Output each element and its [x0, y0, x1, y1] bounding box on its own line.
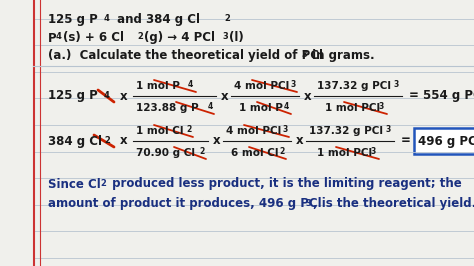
Text: Since Cl: Since Cl [48, 177, 101, 190]
Text: x: x [296, 135, 304, 148]
Text: 496 g PCl: 496 g PCl [418, 135, 474, 148]
Text: 384 g Cl: 384 g Cl [48, 135, 102, 148]
Text: (g) → 4 PCl: (g) → 4 PCl [144, 31, 215, 44]
Text: 4: 4 [104, 91, 110, 100]
Text: =: = [401, 135, 411, 148]
Text: 4: 4 [284, 102, 289, 111]
Text: x: x [120, 135, 128, 148]
Text: 3: 3 [283, 125, 288, 134]
Text: 123.88 g P: 123.88 g P [136, 103, 199, 113]
Text: 3: 3 [473, 136, 474, 145]
Text: 4: 4 [208, 102, 213, 111]
Text: 70.90 g Cl: 70.90 g Cl [136, 148, 195, 158]
Text: 3: 3 [371, 147, 376, 156]
Text: 2: 2 [279, 147, 284, 156]
Text: 125 g P: 125 g P [48, 14, 98, 27]
Text: 2: 2 [224, 14, 230, 23]
Text: 4: 4 [104, 14, 110, 23]
Text: x: x [213, 135, 220, 148]
Text: 1 mol Cl: 1 mol Cl [136, 126, 183, 136]
Text: in grams.: in grams. [308, 49, 374, 63]
Text: = 554 g PCl: = 554 g PCl [409, 89, 474, 102]
Text: (s) + 6 Cl: (s) + 6 Cl [63, 31, 124, 44]
Text: 2: 2 [199, 147, 204, 156]
Text: 125 g P: 125 g P [48, 89, 98, 102]
Text: 2: 2 [137, 32, 143, 41]
Text: and 384 g Cl: and 384 g Cl [113, 14, 200, 27]
FancyBboxPatch shape [414, 128, 474, 154]
Text: 3: 3 [394, 80, 399, 89]
Text: 1 mol P: 1 mol P [239, 103, 283, 113]
Text: 4 mol PCl: 4 mol PCl [226, 126, 281, 136]
Text: 4: 4 [188, 80, 193, 89]
Text: 137.32 g PCl: 137.32 g PCl [309, 126, 383, 136]
Text: amount of product it produces, 496 g PCl: amount of product it produces, 496 g PCl [48, 197, 322, 210]
Text: x: x [120, 89, 128, 102]
Text: 2: 2 [100, 179, 106, 188]
Text: x: x [304, 89, 311, 102]
Text: produced less product, it is the limiting reagent; the: produced less product, it is the limitin… [108, 177, 462, 190]
Text: x: x [221, 89, 228, 102]
Text: 1 mol P: 1 mol P [136, 81, 180, 91]
Text: 137.32 g PCl: 137.32 g PCl [317, 81, 391, 91]
Text: 4 mol PCl: 4 mol PCl [234, 81, 289, 91]
Text: 3: 3 [305, 199, 311, 208]
Text: , is the theoretical yield.: , is the theoretical yield. [313, 197, 474, 210]
Text: 1 mol PCl: 1 mol PCl [317, 148, 372, 158]
Text: 3: 3 [386, 125, 391, 134]
Text: 2: 2 [104, 136, 110, 145]
Text: 3: 3 [291, 80, 296, 89]
Text: 3: 3 [222, 32, 228, 41]
Text: 2: 2 [186, 125, 191, 134]
Text: (l): (l) [229, 31, 244, 44]
Text: 4: 4 [56, 32, 62, 41]
Text: (a.)  Calculate the theoretical yield of PCl: (a.) Calculate the theoretical yield of … [48, 49, 323, 63]
Text: 6 mol Cl: 6 mol Cl [231, 148, 279, 158]
Text: 3: 3 [379, 102, 384, 111]
Text: 3: 3 [301, 50, 307, 59]
Text: P: P [48, 31, 56, 44]
Text: 1 mol PCl: 1 mol PCl [325, 103, 380, 113]
